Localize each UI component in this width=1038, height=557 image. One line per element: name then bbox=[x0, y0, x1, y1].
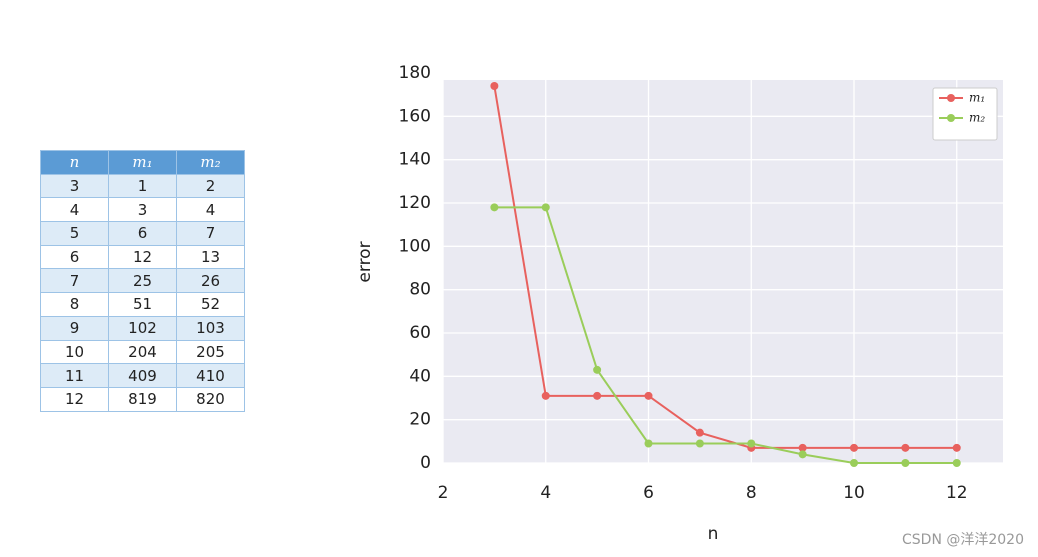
x-tick-label: 8 bbox=[746, 483, 757, 503]
data-point bbox=[593, 391, 602, 400]
table-cell: 12 bbox=[108, 244, 177, 270]
table-cell: 9 bbox=[40, 315, 109, 341]
y-tick-label: 80 bbox=[409, 280, 431, 300]
header-row: n m₁ m₂ bbox=[40, 150, 245, 175]
x-tick-label: 2 bbox=[438, 483, 449, 503]
data-table: n m₁ m₂ 3 1 2 4 3 4 5 6 7 6 12 13 7 25 26 8 51 52 9 102 103 10 20… bbox=[40, 150, 245, 412]
table-cell: 103 bbox=[176, 315, 245, 341]
table-cell: 13 bbox=[176, 244, 245, 270]
data-point bbox=[850, 459, 859, 467]
data-point bbox=[695, 428, 704, 437]
data-point bbox=[798, 443, 807, 452]
legend-marker bbox=[947, 114, 955, 122]
table-cell: 52 bbox=[176, 292, 245, 317]
x-axis-label: n bbox=[708, 524, 719, 544]
y-tick-label: 40 bbox=[409, 366, 431, 386]
table-cell: 8 bbox=[40, 292, 109, 317]
watermark: CSDN @洋洋2020 bbox=[902, 532, 1024, 548]
table-cell: 820 bbox=[176, 386, 245, 412]
y-tick-label: 20 bbox=[409, 410, 431, 430]
y-tick-label: 100 bbox=[399, 236, 431, 256]
header-cell: m₁ bbox=[108, 150, 177, 175]
x-tick-label: 10 bbox=[843, 483, 865, 503]
table-cell: 4 bbox=[40, 197, 109, 223]
series-line bbox=[494, 206, 957, 464]
data-point bbox=[490, 203, 499, 212]
table-row: 8 51 52 bbox=[40, 292, 245, 317]
data-point bbox=[901, 443, 910, 452]
data-point bbox=[541, 203, 550, 212]
table-cell: 410 bbox=[176, 363, 245, 388]
table-cell: 10 bbox=[40, 339, 109, 365]
x-tick-label: 4 bbox=[540, 483, 551, 503]
table-cell: 6 bbox=[108, 221, 177, 246]
legend-marker bbox=[947, 94, 955, 102]
table-row: 7 25 26 bbox=[40, 268, 245, 294]
plot-area bbox=[443, 80, 1003, 463]
y-tick-label: 160 bbox=[399, 106, 431, 126]
table-cell: 7 bbox=[176, 221, 245, 246]
y-tick-label: 0 bbox=[420, 453, 431, 473]
data-point bbox=[695, 439, 704, 448]
data-point bbox=[644, 439, 653, 448]
table-cell: 102 bbox=[108, 315, 177, 341]
table-cell: 819 bbox=[108, 386, 177, 412]
legend-box bbox=[932, 87, 998, 141]
data-point bbox=[850, 443, 859, 452]
series-line bbox=[493, 85, 957, 449]
legend-label: m₁ bbox=[969, 91, 985, 105]
table-cell: 4 bbox=[176, 197, 245, 223]
table-row: 11 409 410 bbox=[40, 363, 245, 388]
x-tick-label: 6 bbox=[643, 483, 654, 503]
table-cell: 204 bbox=[108, 339, 177, 365]
data-point bbox=[490, 82, 499, 90]
table-cell: 205 bbox=[176, 339, 245, 365]
table-row: 10 204 205 bbox=[40, 339, 245, 365]
y-tick-label: 140 bbox=[399, 150, 431, 170]
table-row: 9 102 103 bbox=[40, 315, 245, 341]
table-cell: 11 bbox=[40, 363, 109, 388]
table-cell: 5 bbox=[40, 221, 109, 246]
data-point bbox=[798, 450, 807, 459]
data-point bbox=[952, 443, 961, 452]
data-point bbox=[952, 459, 961, 467]
table-cell: 51 bbox=[108, 292, 177, 317]
data-point bbox=[541, 391, 550, 400]
x-tick-label: 12 bbox=[946, 483, 968, 503]
y-tick-label: 60 bbox=[409, 323, 431, 343]
table-row: 12 819 820 bbox=[40, 386, 245, 412]
table-cell: 3 bbox=[40, 173, 109, 199]
table-row: 6 12 13 bbox=[40, 244, 245, 270]
y-tick-label: 180 bbox=[399, 63, 431, 83]
legend-label: m₂ bbox=[969, 111, 985, 125]
table-cell: 26 bbox=[176, 268, 245, 294]
table-cell: 409 bbox=[108, 363, 177, 388]
table-cell: 25 bbox=[108, 268, 177, 294]
table-cell: 6 bbox=[40, 244, 109, 270]
data-point bbox=[593, 365, 602, 374]
data-point bbox=[644, 391, 653, 400]
y-tick-label: 120 bbox=[399, 193, 431, 213]
table-cell: 7 bbox=[40, 268, 109, 294]
table-cell: 2 bbox=[176, 173, 245, 199]
data-point bbox=[901, 459, 910, 467]
header-cell: n bbox=[40, 150, 109, 175]
data-point bbox=[747, 439, 756, 448]
table-cell: 12 bbox=[40, 386, 109, 412]
y-axis-label: error bbox=[355, 241, 375, 282]
